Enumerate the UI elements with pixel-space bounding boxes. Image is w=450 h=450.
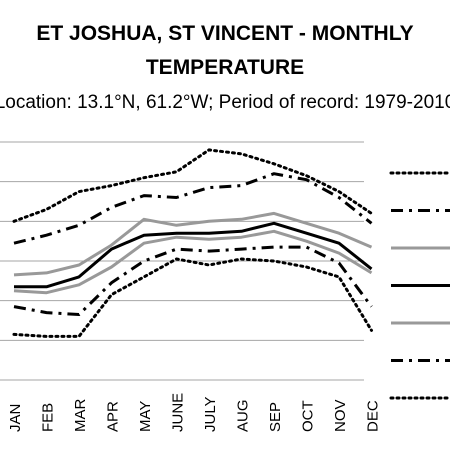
series-line-4 — [14, 221, 373, 289]
x-tick-label: JUNE — [170, 393, 187, 432]
series-line-7 — [12, 257, 373, 338]
series-line-5 — [13, 229, 373, 295]
chart-title-line-2: TEMPERATURE — [145, 56, 305, 79]
x-tick-label: MAY — [137, 401, 154, 432]
x-tick-label: AUG — [235, 399, 252, 432]
x-tick-label: SEP — [267, 402, 284, 432]
series-line-3 — [13, 211, 373, 277]
x-tick-label: APR — [105, 401, 122, 432]
legend — [389, 171, 450, 400]
chart-subtitle: Location: 13.1°N, 61.2°W; Period of reco… — [0, 92, 450, 113]
x-tick-label: JAN — [7, 404, 24, 432]
x-tick-label: OCT — [300, 400, 317, 432]
chart-title-line-1: ET JOSHUA, ST VINCENT - MONTHLY — [36, 22, 414, 45]
x-tick-label: MAR — [72, 399, 89, 433]
x-axis: JAN FEB MAR APR MAY JUNE JULY AUG SEP OCT NOV DEC — [7, 393, 382, 432]
series-line-1 — [12, 148, 373, 223]
series-lines — [12, 148, 373, 338]
x-tick-label: NOV — [332, 399, 349, 432]
series-line-6 — [13, 245, 373, 316]
x-tick-label: JULY — [202, 396, 219, 432]
x-tick-label: DEC — [365, 400, 382, 432]
series-line-2 — [13, 172, 373, 245]
x-tick-label: FEB — [40, 403, 57, 432]
